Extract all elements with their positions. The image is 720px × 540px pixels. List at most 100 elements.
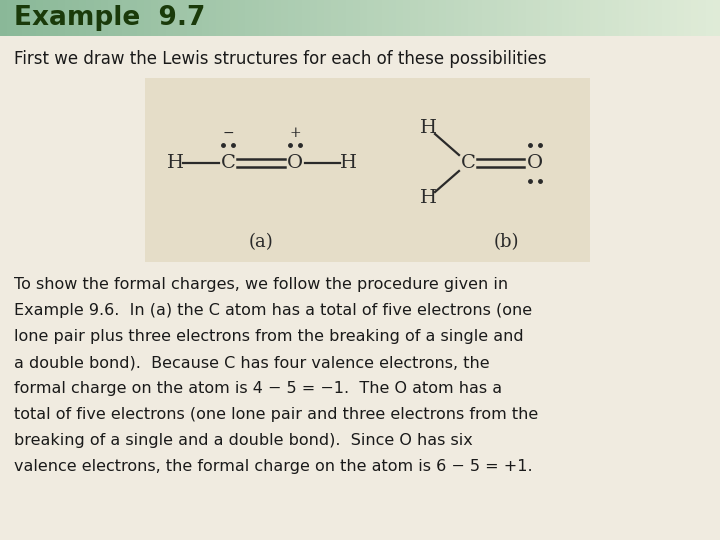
Bar	[713, 0, 720, 36]
Bar	[180, 0, 188, 36]
Bar	[274, 0, 282, 36]
Bar	[698, 0, 706, 36]
Text: H: H	[420, 119, 436, 137]
Text: O: O	[527, 154, 543, 172]
Bar	[151, 0, 159, 36]
Bar	[540, 0, 548, 36]
Bar	[295, 0, 303, 36]
Bar	[475, 0, 483, 36]
Bar	[619, 0, 627, 36]
Bar	[554, 0, 562, 36]
Bar	[511, 0, 519, 36]
Bar	[252, 0, 260, 36]
Bar	[223, 0, 231, 36]
Text: formal charge on the atom is 4 − 5 = −1.  The O atom has a: formal charge on the atom is 4 − 5 = −1.…	[14, 381, 502, 396]
Bar	[432, 0, 440, 36]
Text: lone pair plus three electrons from the breaking of a single and: lone pair plus three electrons from the …	[14, 329, 523, 344]
Bar	[583, 0, 591, 36]
Bar	[410, 0, 418, 36]
Bar	[310, 0, 318, 36]
Bar	[374, 0, 382, 36]
Bar	[612, 0, 620, 36]
Bar	[331, 0, 339, 36]
Bar	[605, 0, 613, 36]
Bar	[490, 0, 498, 36]
Bar	[338, 0, 346, 36]
Text: Example  9.7: Example 9.7	[14, 5, 205, 31]
Bar	[72, 0, 80, 36]
Bar	[691, 0, 699, 36]
Bar	[634, 0, 642, 36]
Bar	[94, 0, 102, 36]
Text: total of five electrons (one lone pair and three electrons from the: total of five electrons (one lone pair a…	[14, 407, 539, 422]
Text: (b): (b)	[494, 233, 519, 251]
Bar	[65, 0, 73, 36]
Bar	[50, 0, 58, 36]
Bar	[281, 0, 289, 36]
Bar	[101, 0, 109, 36]
Bar	[14, 0, 22, 36]
Bar	[115, 0, 123, 36]
Text: +: +	[289, 126, 301, 140]
Bar	[533, 0, 541, 36]
Bar	[641, 0, 649, 36]
Bar	[526, 0, 534, 36]
Bar	[504, 0, 512, 36]
Bar	[706, 0, 714, 36]
Bar	[36, 0, 44, 36]
Bar	[130, 0, 138, 36]
Bar	[79, 0, 87, 36]
Text: (a): (a)	[249, 233, 274, 251]
Bar	[209, 0, 217, 36]
Bar	[590, 0, 598, 36]
Text: To show the formal charges, we follow the procedure given in: To show the formal charges, we follow th…	[14, 277, 508, 292]
Bar	[302, 0, 310, 36]
Bar	[108, 0, 116, 36]
Bar	[367, 0, 375, 36]
Bar	[461, 0, 469, 36]
Bar	[43, 0, 51, 36]
Bar	[7, 0, 15, 36]
Bar	[144, 0, 152, 36]
Text: O: O	[287, 154, 303, 172]
Bar	[173, 0, 181, 36]
Bar	[230, 0, 238, 36]
Bar	[288, 0, 296, 36]
Bar	[547, 0, 555, 36]
Bar	[194, 0, 202, 36]
Bar	[202, 0, 210, 36]
Bar	[569, 0, 577, 36]
Bar	[468, 0, 476, 36]
Bar	[86, 0, 94, 36]
Text: H: H	[166, 154, 184, 172]
Text: breaking of a single and a double bond).  Since O has six: breaking of a single and a double bond).…	[14, 433, 473, 448]
Bar	[58, 0, 66, 36]
Bar	[425, 0, 433, 36]
Bar	[497, 0, 505, 36]
Text: valence electrons, the formal charge on the atom is 6 − 5 = +1.: valence electrons, the formal charge on …	[14, 459, 533, 474]
Bar	[389, 0, 397, 36]
Bar	[670, 0, 678, 36]
Bar	[145, 78, 590, 262]
Bar	[0, 0, 8, 36]
Bar	[677, 0, 685, 36]
Text: First we draw the Lewis structures for each of these possibilities: First we draw the Lewis structures for e…	[14, 50, 546, 68]
Bar	[245, 0, 253, 36]
Text: C: C	[220, 154, 235, 172]
Bar	[598, 0, 606, 36]
Bar	[454, 0, 462, 36]
Bar	[655, 0, 663, 36]
Bar	[266, 0, 274, 36]
Bar	[403, 0, 411, 36]
Bar	[382, 0, 390, 36]
Bar	[29, 0, 37, 36]
Text: H: H	[420, 189, 436, 207]
Bar	[346, 0, 354, 36]
Bar	[626, 0, 634, 36]
Bar	[482, 0, 490, 36]
Bar	[122, 0, 130, 36]
Bar	[396, 0, 404, 36]
Bar	[439, 0, 447, 36]
Bar	[22, 0, 30, 36]
Bar	[446, 0, 454, 36]
